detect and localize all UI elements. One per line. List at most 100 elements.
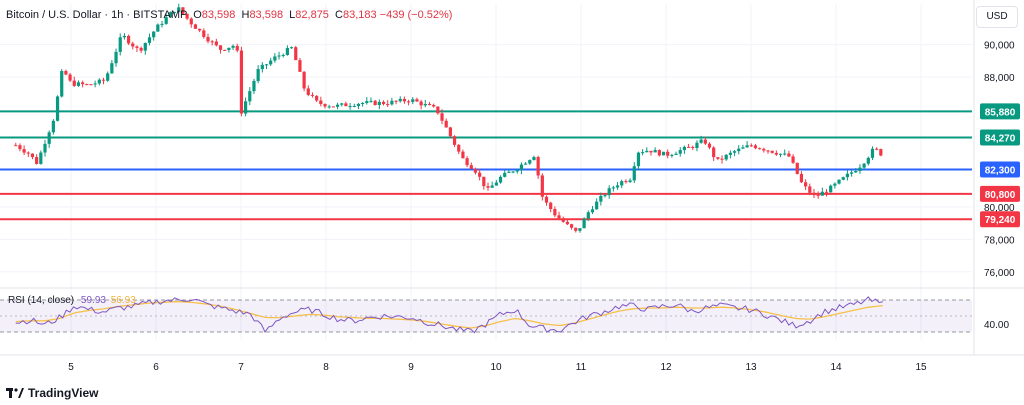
candle-body (854, 171, 858, 173)
candle-body (699, 139, 703, 143)
candle (473, 167, 478, 175)
candle-body (695, 142, 699, 148)
candle (298, 57, 302, 72)
candle-body (394, 100, 398, 102)
grid (0, 4, 972, 340)
candle (745, 141, 749, 148)
candle (348, 102, 352, 110)
candle (829, 184, 833, 193)
candle-body (298, 60, 302, 72)
candle (335, 102, 340, 110)
brand-name: TradingView (28, 386, 99, 400)
candle (427, 102, 432, 106)
candle (636, 151, 641, 171)
candle (849, 170, 854, 177)
candle (43, 139, 47, 157)
candle-body (565, 221, 569, 225)
price-level-label-bg (980, 185, 1020, 202)
price-level-label-bg (980, 103, 1020, 120)
candle (737, 145, 741, 155)
candle (227, 47, 231, 53)
candle-body (528, 160, 532, 164)
candle-body (607, 188, 611, 196)
candle (114, 48, 118, 67)
candle (833, 182, 837, 189)
candle (22, 145, 26, 156)
symbol-title[interactable]: Bitcoin / U.S. Dollar · 1h · BITSTAMP (6, 9, 188, 21)
candle (770, 150, 774, 154)
price-level-label: 82,300 (980, 161, 1020, 178)
candle-body (398, 98, 402, 102)
candle-body (256, 69, 260, 81)
candle (210, 39, 214, 46)
candle (277, 51, 281, 60)
candle-body (603, 195, 607, 197)
candle (461, 149, 465, 159)
candle-body (248, 91, 252, 102)
candle-body (657, 150, 661, 156)
candle-body (716, 157, 720, 159)
candle (310, 92, 315, 98)
candle (402, 96, 407, 104)
candle-body (331, 106, 335, 108)
candle (478, 168, 482, 181)
tradingview-logo[interactable]: TradingView (6, 386, 98, 400)
candle-body (524, 163, 528, 165)
candle (686, 143, 691, 148)
candle-body (691, 146, 695, 148)
candle-body (448, 127, 452, 137)
price-levels: 85,880 84,270 82,300 80,800 79,240 (0, 103, 1020, 228)
candle-body (599, 195, 603, 202)
y-tick-label: 88,000 (984, 73, 1015, 84)
candle (252, 78, 256, 95)
candle (315, 95, 319, 102)
candle (143, 42, 147, 55)
candle-body (816, 195, 820, 197)
candle-body (862, 163, 866, 168)
candle (198, 28, 202, 33)
candle (628, 178, 632, 183)
candle (264, 64, 269, 69)
change-value: −439 (−0.52%) (379, 9, 453, 21)
candle-body (532, 157, 536, 161)
candle-body (849, 172, 854, 174)
candle-body (164, 17, 168, 24)
x-tick-label: 8 (323, 362, 329, 373)
candle-body (498, 176, 503, 183)
candle (624, 179, 628, 184)
candle (177, 3, 181, 13)
currency-button[interactable]: USD (976, 6, 1018, 28)
candle-body (841, 177, 845, 180)
candle-body (452, 136, 457, 145)
candle-body (632, 166, 636, 181)
candle-body (235, 45, 239, 51)
candle (804, 179, 808, 191)
price-level-label-text: 79,240 (985, 215, 1016, 226)
x-tick-label: 9 (408, 362, 414, 373)
candle-body (544, 196, 549, 203)
candle-body (381, 101, 386, 105)
candle (294, 45, 298, 61)
candle-body (749, 145, 753, 147)
candle-body (106, 73, 110, 81)
candle (678, 147, 682, 157)
candle-body (97, 79, 101, 84)
rsi-label[interactable]: RSI (14, close) (8, 295, 75, 306)
candle-body (653, 150, 657, 153)
candle-body (365, 101, 369, 104)
candle-body (837, 179, 841, 184)
candle-body (795, 162, 799, 174)
candle-body (519, 164, 524, 171)
candle-body (118, 37, 122, 52)
candle (661, 151, 666, 156)
candle (569, 223, 574, 230)
candle-body (285, 48, 289, 56)
x-tick-label: 15 (915, 362, 927, 373)
candle-body (390, 100, 394, 105)
candle (595, 198, 599, 210)
candle (670, 153, 674, 158)
candle (340, 102, 344, 107)
candle-body (131, 43, 135, 47)
candle-body (720, 158, 724, 160)
rsi-value: 59.93 (80, 295, 106, 306)
